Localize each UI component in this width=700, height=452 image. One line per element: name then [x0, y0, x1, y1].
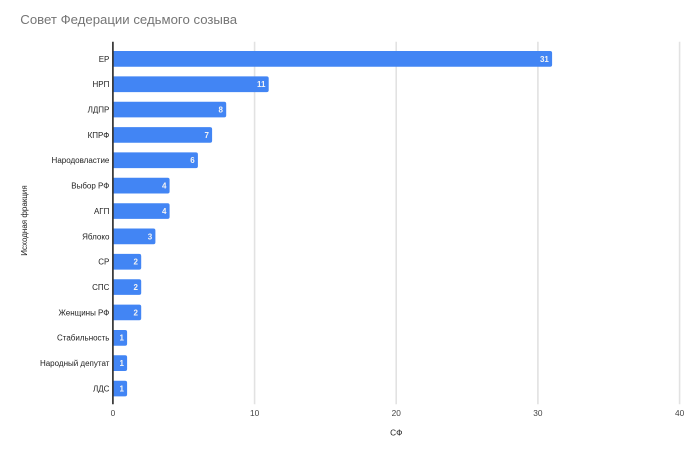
svg-text:0: 0	[111, 408, 116, 418]
svg-text:3: 3	[148, 232, 153, 241]
svg-text:АГП: АГП	[94, 207, 110, 216]
svg-text:СФ: СФ	[390, 427, 402, 437]
svg-text:Совет Федерации седьмого созыв: Совет Федерации седьмого созыва	[20, 12, 237, 27]
svg-text:1: 1	[119, 384, 124, 393]
svg-text:Стабильность: Стабильность	[57, 334, 109, 343]
svg-text:Народный депутат: Народный депутат	[40, 359, 110, 368]
svg-text:7: 7	[204, 131, 209, 140]
svg-text:Яблоко: Яблоко	[82, 232, 110, 241]
svg-text:10: 10	[250, 408, 260, 418]
svg-text:ЕР: ЕР	[99, 55, 110, 64]
svg-text:4: 4	[162, 207, 167, 216]
svg-text:НРП: НРП	[93, 80, 110, 89]
svg-text:1: 1	[119, 359, 124, 368]
svg-text:20: 20	[392, 408, 402, 418]
svg-text:30: 30	[533, 408, 543, 418]
svg-text:6: 6	[190, 156, 195, 165]
svg-text:1: 1	[119, 334, 124, 343]
svg-text:ЛДПР: ЛДПР	[88, 106, 110, 115]
svg-text:СР: СР	[98, 258, 109, 267]
svg-text:11: 11	[257, 80, 266, 89]
svg-text:2: 2	[134, 258, 139, 267]
svg-text:Женщины РФ: Женщины РФ	[58, 308, 109, 317]
svg-text:2: 2	[134, 283, 139, 292]
svg-text:Народовластие: Народовластие	[52, 156, 110, 165]
svg-text:СПС: СПС	[92, 283, 110, 292]
svg-text:31: 31	[540, 55, 549, 64]
svg-text:ЛДС: ЛДС	[93, 384, 110, 393]
svg-text:Выбор РФ: Выбор РФ	[71, 182, 109, 191]
svg-text:Исходная фракция: Исходная фракция	[20, 185, 29, 255]
svg-text:4: 4	[162, 182, 167, 191]
svg-text:40: 40	[675, 408, 685, 418]
svg-text:КПРФ: КПРФ	[88, 131, 110, 140]
svg-text:8: 8	[219, 106, 224, 115]
svg-text:2: 2	[134, 308, 139, 317]
